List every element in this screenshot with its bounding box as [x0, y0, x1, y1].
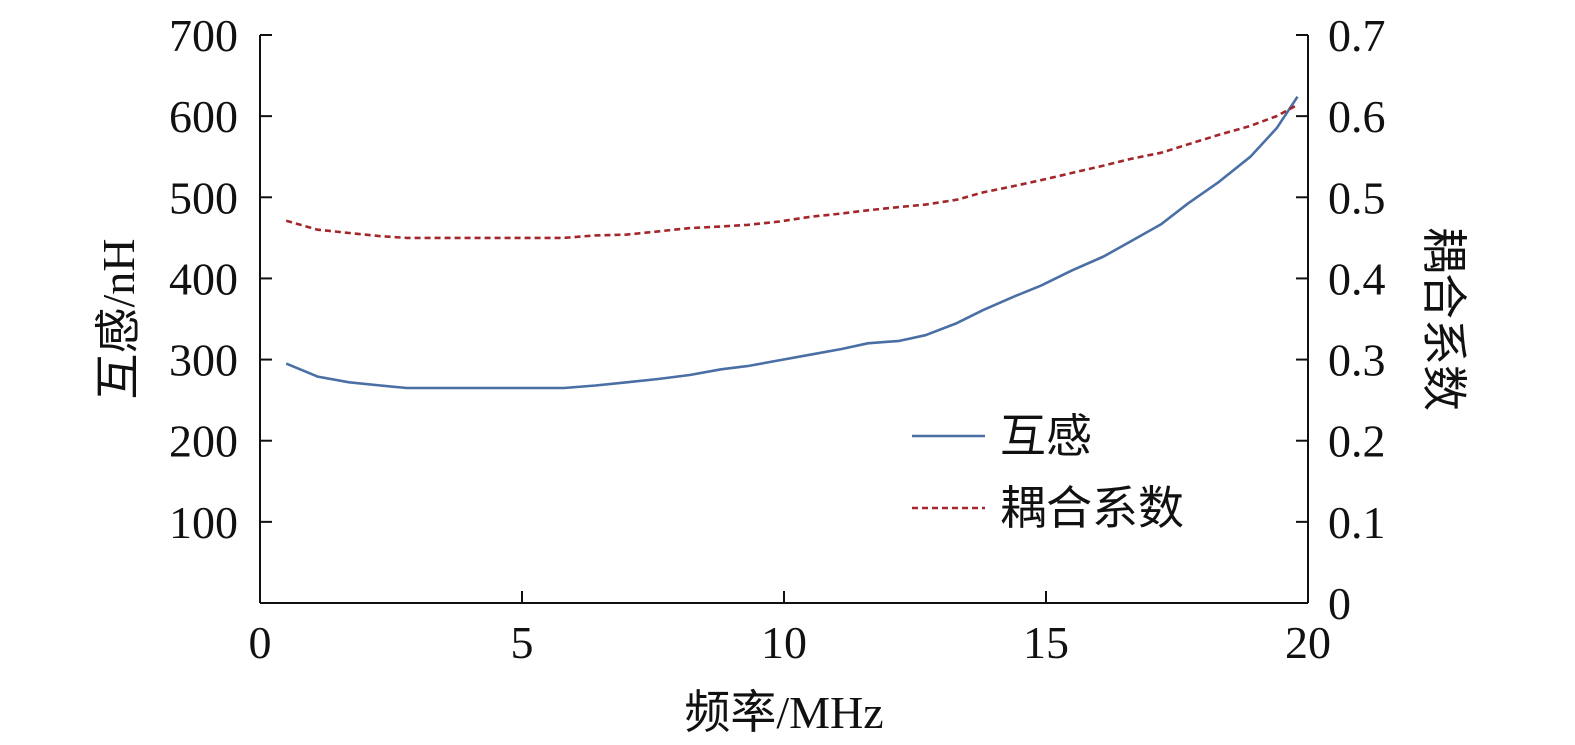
series-line-mutual-inductance [285, 95, 1299, 390]
y2-axis-title: 耦合系数 [1418, 227, 1469, 411]
y-tick-label: 500 [169, 172, 238, 223]
y-tick-label: 400 [169, 253, 238, 304]
y2-tick-label: 0.3 [1328, 335, 1386, 386]
legend-label-coupling-coefficient: 耦合系数 [1000, 483, 1184, 534]
y2-tick-label: 0.6 [1328, 91, 1386, 142]
x-tick-label: 15 [1023, 617, 1069, 668]
y-tick-label: 100 [169, 497, 238, 548]
x-tick-label: 20 [1285, 617, 1331, 668]
y2-tick-label: 0 [1328, 578, 1351, 629]
x-axis-title: 频率/MHz [684, 687, 883, 738]
x-tick-label: 10 [761, 617, 807, 668]
axes-layer: 0 5 10 15 20 100 200 300 400 500 600 700 0 0.1 0.2 0.3 0… [169, 10, 1386, 668]
y-tick-label: 700 [169, 10, 238, 61]
series-line-coupling-coefficient [285, 103, 1299, 240]
y-tick-label: 300 [169, 335, 238, 386]
series-layer [285, 95, 1299, 390]
x-tick-label: 5 [511, 617, 534, 668]
y-axis-title: 互感/nH [93, 239, 144, 400]
legend: 互感 耦合系数 [912, 411, 1184, 534]
y2-tick-label: 0.4 [1328, 253, 1386, 304]
x-tick-label: 0 [249, 617, 272, 668]
y2-tick-label: 0.5 [1328, 172, 1386, 223]
y-tick-label: 200 [169, 416, 238, 467]
y2-tick-label: 0.7 [1328, 10, 1386, 61]
labels-layer: 频率/MHz 互感/nH 耦合系数 [93, 227, 1469, 738]
y2-tick-label: 0.2 [1328, 416, 1386, 467]
y-tick-label: 600 [169, 91, 238, 142]
legend-label-mutual-inductance: 互感 [1000, 411, 1092, 462]
y2-tick-label: 0.1 [1328, 497, 1386, 548]
